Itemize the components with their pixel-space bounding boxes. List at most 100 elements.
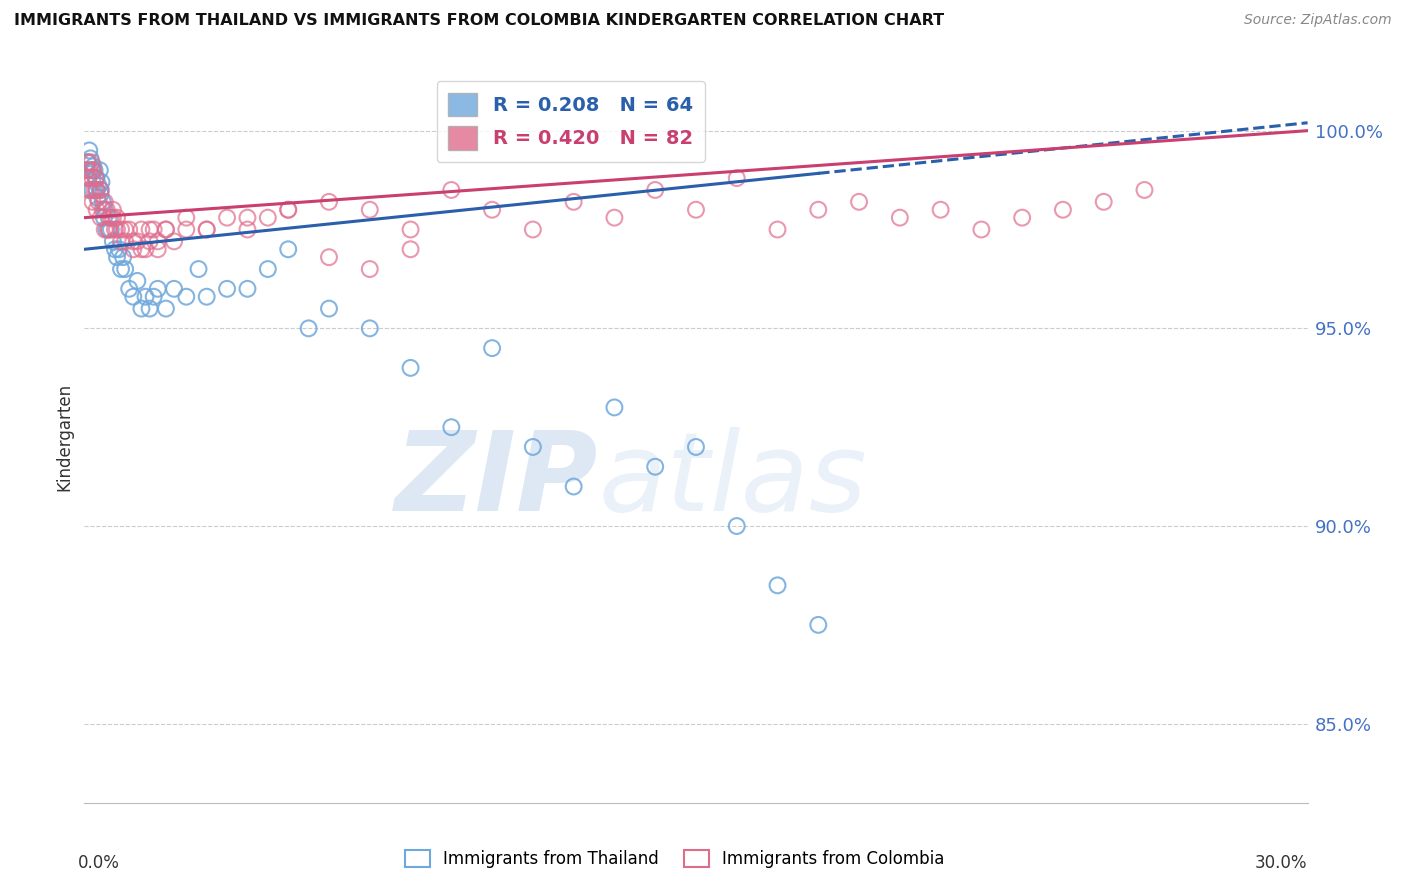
Point bbox=[87, 194, 110, 209]
Point bbox=[131, 242, 153, 256]
Point bbox=[138, 235, 160, 249]
Point bbox=[217, 211, 239, 225]
Point bbox=[155, 222, 177, 236]
Point bbox=[100, 222, 122, 236]
Point bbox=[77, 183, 100, 197]
Point bbox=[83, 183, 105, 197]
Point bbox=[84, 171, 107, 186]
Point bbox=[108, 242, 131, 256]
Point bbox=[105, 211, 128, 225]
Point bbox=[277, 242, 299, 256]
Point bbox=[75, 163, 97, 178]
Point bbox=[187, 262, 209, 277]
Point bbox=[82, 163, 104, 178]
Point bbox=[1092, 194, 1115, 209]
Point bbox=[725, 171, 748, 186]
Point bbox=[110, 235, 132, 249]
Point bbox=[100, 211, 122, 225]
Point bbox=[257, 211, 280, 225]
Point bbox=[131, 301, 153, 316]
Point bbox=[195, 222, 218, 236]
Point bbox=[766, 578, 789, 592]
Point bbox=[80, 163, 103, 178]
Point bbox=[77, 163, 100, 178]
Point bbox=[93, 211, 115, 225]
Point bbox=[481, 341, 503, 355]
Point bbox=[359, 321, 381, 335]
Point bbox=[86, 183, 108, 197]
Point bbox=[359, 202, 381, 217]
Point bbox=[522, 222, 544, 236]
Point bbox=[82, 183, 104, 197]
Point bbox=[195, 290, 218, 304]
Point bbox=[603, 401, 626, 415]
Point bbox=[929, 202, 952, 217]
Point bbox=[236, 211, 259, 225]
Point bbox=[93, 194, 115, 209]
Point bbox=[82, 194, 104, 209]
Point bbox=[142, 222, 165, 236]
Point bbox=[217, 282, 239, 296]
Point bbox=[86, 171, 108, 186]
Text: ZIP: ZIP bbox=[395, 427, 598, 534]
Point bbox=[97, 222, 120, 236]
Point bbox=[77, 171, 100, 186]
Point bbox=[146, 282, 169, 296]
Point bbox=[77, 155, 100, 169]
Point bbox=[83, 163, 105, 178]
Point bbox=[807, 202, 830, 217]
Point bbox=[114, 235, 136, 249]
Point bbox=[127, 235, 149, 249]
Point bbox=[77, 144, 100, 158]
Text: IMMIGRANTS FROM THAILAND VS IMMIGRANTS FROM COLOMBIA KINDERGARTEN CORRELATION CH: IMMIGRANTS FROM THAILAND VS IMMIGRANTS F… bbox=[14, 13, 945, 29]
Text: 0.0%: 0.0% bbox=[79, 854, 120, 872]
Point bbox=[174, 290, 197, 304]
Point bbox=[104, 222, 127, 236]
Point bbox=[89, 163, 111, 178]
Point bbox=[79, 152, 101, 166]
Point bbox=[82, 163, 104, 178]
Point bbox=[101, 211, 124, 225]
Point bbox=[1052, 202, 1074, 217]
Point bbox=[110, 262, 132, 277]
Point bbox=[105, 222, 128, 236]
Point bbox=[685, 202, 707, 217]
Point bbox=[77, 171, 100, 186]
Point bbox=[118, 222, 141, 236]
Point bbox=[79, 183, 101, 197]
Point bbox=[90, 175, 112, 189]
Point bbox=[90, 183, 112, 197]
Point bbox=[399, 360, 422, 375]
Point bbox=[146, 235, 169, 249]
Point bbox=[481, 202, 503, 217]
Point bbox=[97, 222, 120, 236]
Point bbox=[131, 222, 153, 236]
Point bbox=[138, 301, 160, 316]
Point bbox=[114, 262, 136, 277]
Point bbox=[257, 262, 280, 277]
Point bbox=[80, 155, 103, 169]
Point bbox=[97, 211, 120, 225]
Point bbox=[277, 202, 299, 217]
Point bbox=[101, 202, 124, 217]
Point bbox=[96, 222, 118, 236]
Point bbox=[122, 242, 145, 256]
Point bbox=[86, 183, 108, 197]
Point bbox=[75, 163, 97, 178]
Point bbox=[155, 222, 177, 236]
Point bbox=[318, 301, 340, 316]
Point bbox=[174, 222, 197, 236]
Point bbox=[807, 618, 830, 632]
Point bbox=[522, 440, 544, 454]
Point bbox=[318, 194, 340, 209]
Point bbox=[127, 274, 149, 288]
Point bbox=[236, 222, 259, 236]
Point bbox=[174, 211, 197, 225]
Point bbox=[848, 194, 870, 209]
Point bbox=[110, 222, 132, 236]
Point bbox=[114, 222, 136, 236]
Point bbox=[146, 242, 169, 256]
Point bbox=[122, 235, 145, 249]
Point bbox=[277, 202, 299, 217]
Point bbox=[76, 155, 98, 169]
